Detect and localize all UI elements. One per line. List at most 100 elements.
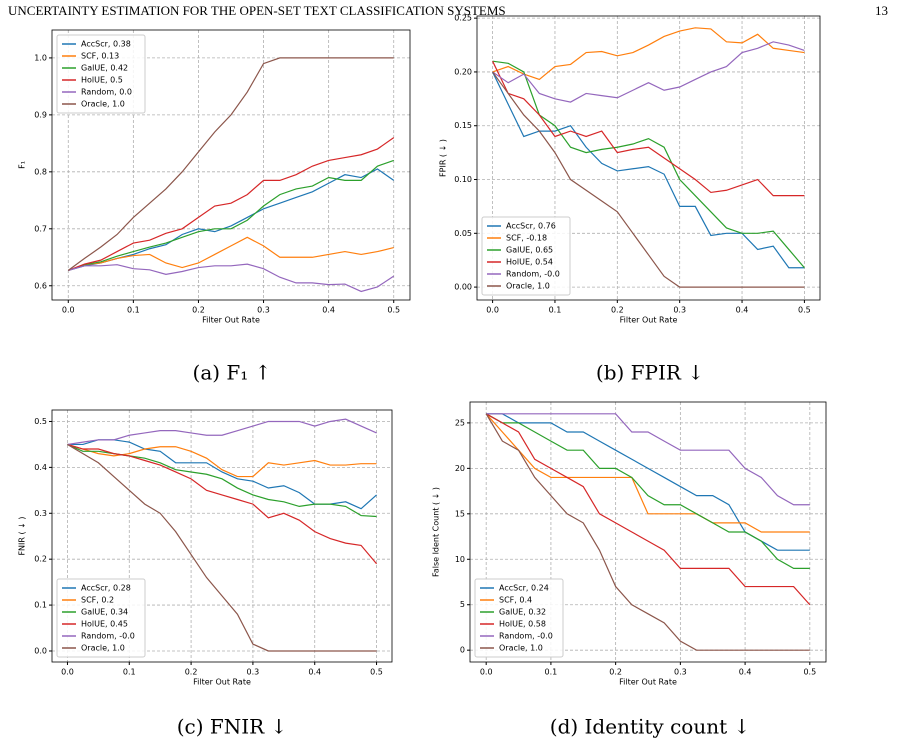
plot-frame [476,15,821,301]
legend-box [56,34,146,114]
legend-label: SCF, 0.4 [499,596,532,605]
legend-label: HolUE, 0.5 [81,76,123,85]
x-axis-label: Filter Out Rate [619,678,677,687]
series-line [486,413,810,506]
x-tick-label: 0.3 [247,668,260,677]
legend-label: Random, -0.0 [506,270,560,279]
y-tick-label: 0.25 [454,14,472,23]
legend-label: HolUE, 0.45 [81,620,128,629]
series-line [67,57,394,271]
y-tick-label: 20 [455,464,465,473]
x-tick-label: 0.2 [185,668,198,677]
legend-label: GalUE, 0.65 [506,246,553,255]
x-axis-label: Filter Out Rate [620,316,678,325]
y-tick-label: 0.5 [34,417,47,426]
y-tick-label: 0.05 [454,229,472,238]
legend-label: SCF, 0.13 [81,52,119,61]
legend-label: Oracle, 1.0 [499,644,543,653]
legend-label: SCF, 0.2 [81,596,114,605]
legend-label: SCF, -0.18 [506,234,547,243]
y-tick-label: 0.0 [34,646,47,655]
series-line [485,413,811,606]
y-tick-label: 15 [455,509,465,518]
legend-label: Oracle, 1.0 [506,282,550,291]
y-tick-label: 0.1 [34,601,47,610]
x-tick-label: 0.1 [123,668,136,677]
y-tick-label: 1.0 [34,53,47,62]
legend-label: AccScr, 0.28 [81,584,131,593]
x-tick-label: 0.1 [545,668,558,677]
x-tick-label: 0.0 [480,668,493,677]
series-line [67,418,377,446]
x-tick-label: 0.2 [192,306,205,315]
legend-label: AccScr, 0.76 [506,222,556,231]
x-tick-label: 0.0 [61,668,74,677]
x-tick-label: 0.4 [322,306,335,315]
series-line [486,413,810,551]
legend-label: Random, -0.0 [499,632,553,641]
x-tick-label: 0.2 [611,306,624,315]
y-axis-label: FPIR ( ↓ ) [439,139,448,177]
legend-label: Random, -0.0 [81,632,135,641]
series-line [485,413,810,533]
y-tick-label: 0.6 [34,281,47,290]
series-line [67,443,377,652]
series-line [492,60,805,197]
x-tick-label: 0.0 [62,306,75,315]
series-line [492,41,805,103]
y-tick-label: 0.8 [34,167,47,176]
running-title: UNCERTAINTY ESTIMATION FOR THE OPEN-SET … [8,3,506,18]
legend-label: GalUE, 0.42 [81,64,128,73]
plot-frame [469,401,827,663]
y-axis-label: False Ident Count ( ↓ ) [432,487,441,577]
series-line [492,71,805,269]
legend-box [56,578,146,658]
series-line [67,443,377,518]
x-tick-label: 0.3 [257,306,270,315]
y-tick-label: 25 [455,418,465,427]
series-line [68,137,395,271]
series-line [485,413,810,651]
legend-label: GalUE, 0.32 [499,608,546,617]
series-line [67,443,377,478]
series-line [68,236,394,271]
x-tick-label: 0.5 [803,668,816,677]
x-tick-label: 0.0 [486,306,499,315]
caption: (a) F₁ ↑ [193,361,272,385]
caption: (d) Identity count ↓ [550,715,750,739]
series-line [68,263,395,293]
caption: (b) FPIR ↓ [596,361,704,385]
y-tick-label: 0.00 [454,283,472,292]
x-tick-label: 0.5 [798,306,811,315]
legend-label: Oracle, 1.0 [81,644,125,653]
series-line [68,159,394,271]
caption: (c) FNIR ↓ [177,715,288,739]
plot-frame [51,29,411,301]
x-tick-label: 0.5 [387,306,400,315]
series-line [485,413,810,569]
y-tick-label: 0 [460,646,465,655]
x-tick-label: 0.4 [739,668,752,677]
x-axis-label: Filter Out Rate [193,678,251,687]
y-tick-label: 0.4 [34,463,47,472]
x-tick-label: 0.2 [609,668,622,677]
y-axis-label: FNIR ( ↓ ) [18,516,27,555]
x-tick-label: 0.3 [673,306,686,315]
x-tick-label: 0.4 [308,668,321,677]
legend-label: HolUE, 0.58 [499,620,546,629]
x-tick-label: 0.5 [370,668,383,677]
page-number: 13 [875,3,888,18]
series-line [492,27,805,81]
legend-label: Random, 0.0 [81,88,132,97]
series-line [492,60,805,269]
legend-label: AccScr, 0.24 [499,584,549,593]
legend-label: Oracle, 1.0 [81,100,125,109]
x-tick-label: 0.1 [549,306,562,315]
x-tick-label: 0.1 [127,306,140,315]
y-tick-label: 0.20 [454,67,472,76]
legend-label: GalUE, 0.34 [81,608,128,617]
legend-box [474,578,564,658]
y-axis-label: F₁ [18,161,27,169]
x-axis-label: Filter Out Rate [202,316,260,325]
